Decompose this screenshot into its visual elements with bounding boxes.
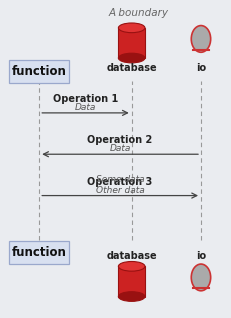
Text: io: io — [196, 64, 206, 73]
Text: Data: Data — [75, 103, 96, 112]
Text: Operation 2: Operation 2 — [88, 135, 153, 145]
FancyBboxPatch shape — [9, 60, 69, 83]
Ellipse shape — [118, 261, 145, 271]
Bar — [118, 28, 145, 58]
Text: Operation 3: Operation 3 — [88, 177, 153, 187]
FancyBboxPatch shape — [9, 241, 69, 264]
Text: function: function — [12, 65, 67, 78]
Text: Some data
Other data: Some data Other data — [96, 175, 145, 195]
Text: database: database — [106, 251, 157, 261]
Circle shape — [191, 25, 211, 52]
Ellipse shape — [118, 292, 145, 301]
Circle shape — [191, 264, 211, 291]
Ellipse shape — [118, 23, 145, 33]
Text: Data: Data — [109, 144, 131, 153]
Ellipse shape — [118, 53, 145, 63]
Text: function: function — [12, 246, 67, 259]
Text: Operation 1: Operation 1 — [53, 94, 118, 104]
Text: database: database — [106, 64, 157, 73]
Bar — [118, 266, 145, 296]
Text: io: io — [196, 251, 206, 261]
Text: A boundary: A boundary — [109, 8, 169, 18]
